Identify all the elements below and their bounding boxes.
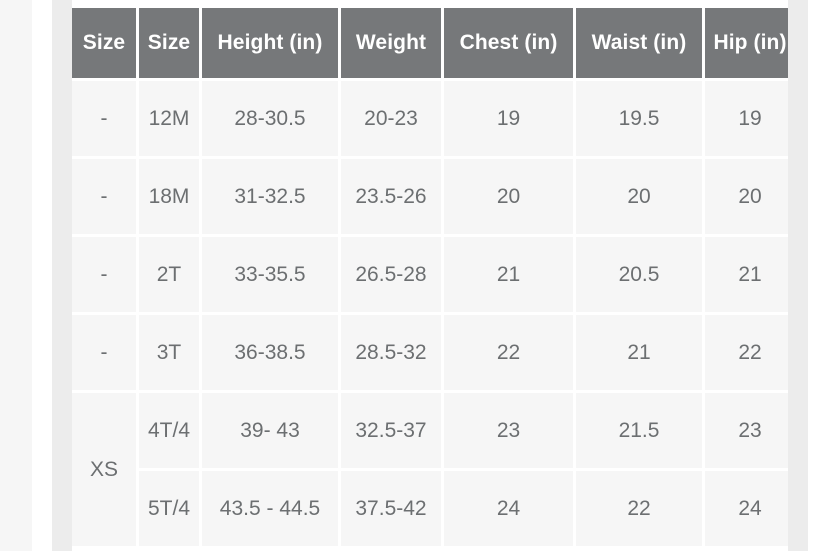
size-chart-table: Size Size Height (in) Weight Chest (in) … [72,8,788,549]
cell-size-letter: - [72,315,136,390]
cell-size-numeric: 2T [139,237,199,312]
cell-chest: 23 [444,393,573,468]
cell-height: 43.5 - 44.5 [202,471,338,546]
table-row: - 3T 36-38.5 28.5-32 22 21 22 [72,315,788,390]
cell-hip: 21 [705,237,788,312]
page-gutter-left-outer [0,0,32,551]
cell-height: 33-35.5 [202,237,338,312]
cell-waist: 21 [576,315,702,390]
table-row: - 12M 28-30.5 20-23 19 19.5 19 [72,81,788,156]
column-header-hip: Hip (in) [705,8,788,78]
column-header-height: Height (in) [202,8,338,78]
cell-weight: 28.5-32 [341,315,441,390]
cell-waist: 20.5 [576,237,702,312]
cell-chest: 20 [444,159,573,234]
cell-size-numeric: 12M [139,81,199,156]
cell-size-numeric: 3T [139,315,199,390]
column-header-size-numeric: Size [139,8,199,78]
cell-size-numeric: 4T/4 [139,393,199,468]
column-header-size-letter: Size [72,8,136,78]
cell-weight: 37.5-42 [341,471,441,546]
table-row: - 18M 31-32.5 23.5-26 20 20 20 [72,159,788,234]
cell-chest: 22 [444,315,573,390]
cell-height: 39- 43 [202,393,338,468]
cell-hip: 24 [705,471,788,546]
cell-weight: 26.5-28 [341,237,441,312]
page-gutter-right-inner [788,0,808,551]
cell-waist: 22 [576,471,702,546]
cell-size-letter: - [72,237,136,312]
cell-weight: 20-23 [341,81,441,156]
column-header-waist: Waist (in) [576,8,702,78]
cell-waist: 21.5 [576,393,702,468]
cell-hip: 19 [705,81,788,156]
table-header: Size Size Height (in) Weight Chest (in) … [72,8,788,78]
size-chart-container: Size Size Height (in) Weight Chest (in) … [72,8,788,551]
cell-chest: 24 [444,471,573,546]
table-header-row: Size Size Height (in) Weight Chest (in) … [72,8,788,78]
cell-size-letter: - [72,81,136,156]
column-header-weight: Weight [341,8,441,78]
cell-size-numeric: 18M [139,159,199,234]
cell-chest: 21 [444,237,573,312]
cell-size-numeric: 5T/4 [139,471,199,546]
cell-height: 36-38.5 [202,315,338,390]
cell-weight: 23.5-26 [341,159,441,234]
cell-height: 31-32.5 [202,159,338,234]
cell-waist: 19.5 [576,81,702,156]
cell-hip: 23 [705,393,788,468]
cell-size-letter: - [72,159,136,234]
cell-weight: 32.5-37 [341,393,441,468]
table-row: 5T/4 43.5 - 44.5 37.5-42 24 22 24 [72,471,788,546]
cell-hip: 20 [705,159,788,234]
cell-waist: 20 [576,159,702,234]
cell-chest: 19 [444,81,573,156]
cell-size-letter-merged: XS [72,393,136,546]
cell-hip: 22 [705,315,788,390]
table-body: - 12M 28-30.5 20-23 19 19.5 19 - 18M 31-… [72,81,788,546]
cell-height: 28-30.5 [202,81,338,156]
table-row: XS 4T/4 39- 43 32.5-37 23 21.5 23 [72,393,788,546]
page-gutter-left-inner [52,0,72,551]
table-row: - 2T 33-35.5 26.5-28 21 20.5 21 [72,237,788,312]
column-header-chest: Chest (in) [444,8,573,78]
